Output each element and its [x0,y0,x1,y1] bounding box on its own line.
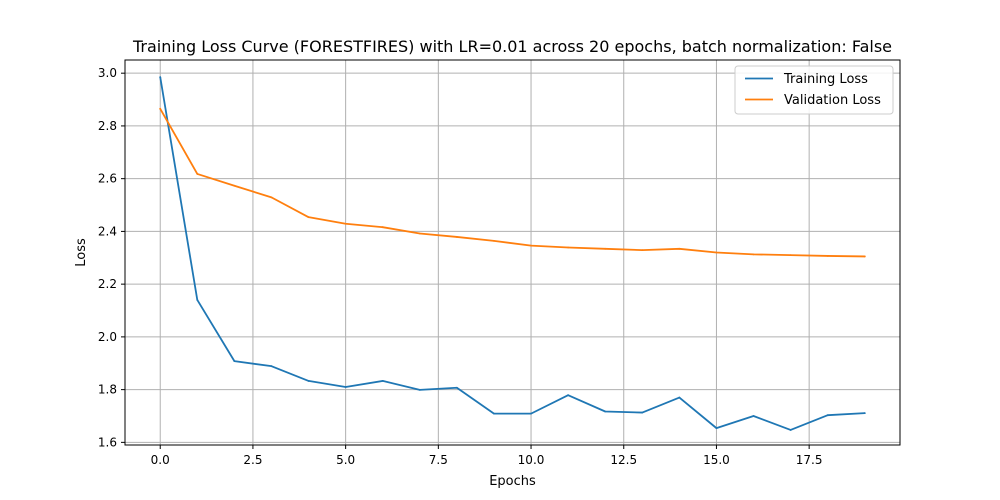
y-tick-label: 2.6 [98,172,117,186]
legend-label-validation: Validation Loss [784,93,881,108]
y-tick-label: 2.2 [98,277,117,291]
x-tick-label: 2.5 [243,453,262,467]
legend-label-training: Training Loss [783,72,868,87]
validation-loss-point [678,247,681,250]
x-tick-label: 10.0 [518,453,545,467]
validation-loss-line [159,107,866,258]
legend-frame [734,65,894,115]
validation-loss-point [381,226,384,229]
training-loss-point [752,415,755,417]
x-axis-label: Epochs [489,474,536,489]
validation-loss-point [789,254,792,257]
training-loss-point [604,410,607,413]
validation-loss-point [455,236,458,238]
training-loss-point [715,427,718,430]
training-loss-point [344,386,347,388]
validation-loss-point [641,249,644,252]
validation-loss-point [530,244,532,247]
y-tick-label: 1.8 [98,383,117,397]
validation-loss-point [715,251,718,254]
y-tick-label: 2.0 [98,330,117,344]
series-lines [159,76,866,431]
validation-loss-point [863,255,866,258]
training-loss-point [307,380,310,382]
training-loss-point [418,388,421,391]
y-tick-label: 2.8 [98,119,117,133]
training-loss-point [678,396,681,399]
validation-loss-point [604,247,607,250]
x-tick-label: 0.0 [151,453,170,467]
validation-loss-point [344,222,347,225]
plot-frame [124,59,901,446]
training-loss-point [159,76,162,79]
validation-loss-point [159,107,162,110]
y-tick-label: 1.6 [98,435,117,449]
training-loss-point [789,429,792,431]
validation-loss-point [196,173,199,175]
validation-loss-point [270,196,273,199]
validation-loss-point [567,246,570,249]
x-tick-label: 12.5 [610,453,637,467]
validation-loss-point [826,255,829,257]
y-tick-label: 2.4 [98,224,117,238]
training-loss-point [233,360,236,363]
training-loss-point [826,414,829,417]
validation-loss-point [752,253,755,256]
chart-title: Training Loss Curve (FORESTFIRES) with L… [132,37,892,56]
training-loss-line [159,76,866,431]
training-loss-point [493,412,495,415]
grid [125,60,900,445]
validation-loss-point [493,239,495,242]
y-tick-label: 3.0 [98,66,117,80]
training-loss-point [455,386,458,389]
axis-ticks: 0.0 2.5 5.0 7.5 10.0 12.5 15.0 17.5 1.6 1.8 2.0 2.2… [98,66,823,467]
x-tick-label: 15.0 [703,453,730,467]
validation-loss-point [233,184,236,187]
training-loss-point [863,412,866,414]
x-tick-label: 7.5 [429,453,448,467]
training-loss-point [641,411,644,414]
legend: Training Loss Validation Loss [734,65,894,115]
training-loss-point [530,412,532,415]
y-axis-label: Loss [74,238,89,267]
x-tick-label: 17.5 [796,453,823,467]
x-tick-label: 5.0 [336,453,355,467]
training-loss-point [196,299,199,301]
training-loss-point [270,365,273,368]
training-loss-point [381,380,384,382]
validation-loss-point [307,216,310,219]
validation-loss-point [418,232,421,235]
training-loss-point [567,394,570,397]
